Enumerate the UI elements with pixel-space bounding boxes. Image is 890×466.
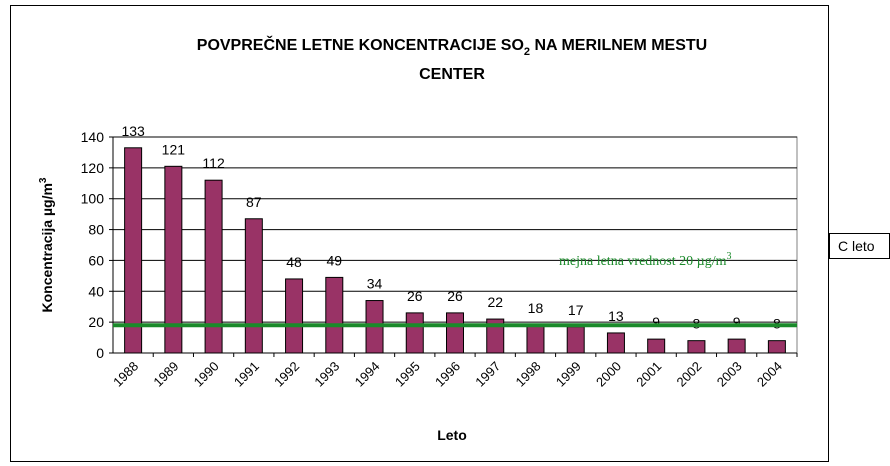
annotation: mejna letna vrednost 20 µg/m3 (559, 251, 731, 269)
bar (647, 338, 666, 354)
y-label-sup: 3 (38, 177, 49, 183)
bar (566, 326, 585, 354)
y-tick-label: 20 (88, 314, 104, 330)
y-tick-label: 60 (88, 252, 104, 268)
chart-title-line2: CENTER (419, 66, 485, 83)
value-label: 112 (202, 155, 225, 171)
y-tick-label: 120 (81, 160, 105, 176)
value-label: 18 (528, 300, 544, 316)
value-label: 9 (733, 314, 741, 330)
bar (124, 147, 143, 354)
value-label: 22 (487, 294, 503, 310)
bar (606, 332, 625, 354)
value-label: 133 (121, 123, 145, 139)
value-label: 34 (367, 276, 383, 292)
value-label: 121 (162, 141, 186, 157)
title-rest: NA MERILNEM MESTU (530, 37, 707, 54)
bar (285, 278, 304, 354)
y-tick-label: 100 (81, 191, 105, 207)
y-tick-label: 80 (88, 222, 104, 238)
value-label: 17 (568, 302, 584, 318)
y-tick-label: 0 (96, 345, 104, 361)
legend-text: C leto (838, 238, 875, 254)
chart-title: POVPREČNE LETNE KONCENTRACIJE SO2 NA MER… (197, 35, 707, 58)
title-subscript: 2 (524, 46, 530, 58)
y-tick-label: 140 (81, 129, 105, 145)
value-label: 26 (407, 288, 423, 304)
value-label: 13 (608, 308, 624, 324)
annotation-sup: 3 (726, 251, 731, 262)
x-axis-label: Leto (437, 427, 467, 443)
bar (687, 340, 706, 354)
y-tick-label: 40 (88, 283, 104, 299)
bar (405, 312, 424, 354)
bar (446, 312, 464, 354)
annotation-text: mejna letna vrednost 20 µg/m (559, 254, 727, 269)
y-axis-label: Koncentracija µg/m3 (38, 177, 55, 312)
title-main: POVPREČNE LETNE KONCENTRACIJE SO (197, 35, 524, 54)
value-label: 49 (327, 252, 343, 268)
value-label: 87 (246, 194, 262, 210)
y-label-text: Koncentracija µg/m (39, 183, 55, 312)
bar (325, 276, 344, 354)
bar (526, 324, 545, 354)
value-label: 9 (652, 314, 660, 330)
bar (767, 340, 786, 354)
bar (244, 218, 263, 354)
bar (727, 338, 746, 354)
value-label: 26 (447, 288, 463, 304)
legend-box (829, 233, 890, 259)
value-label: 48 (286, 254, 302, 270)
